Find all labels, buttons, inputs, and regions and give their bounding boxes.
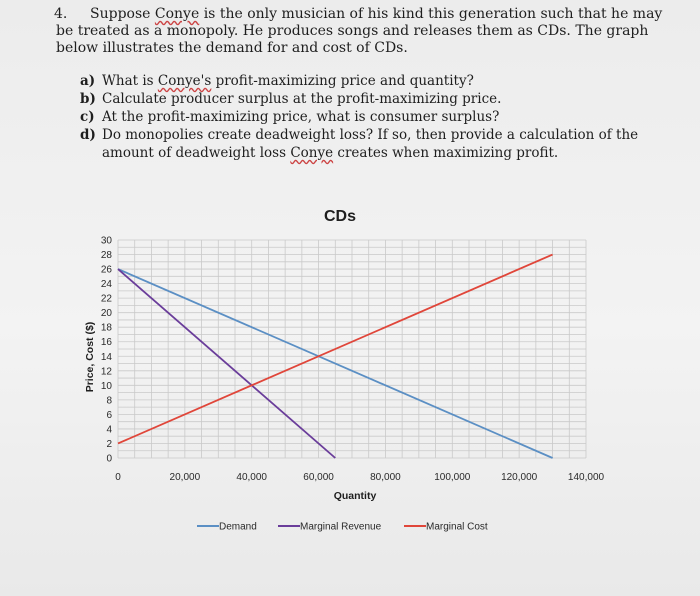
legend-label-demand: Demand: [219, 522, 257, 533]
y-tick-label: 8: [106, 395, 112, 406]
y-tick-label: 4: [106, 424, 112, 435]
series-line-demand: [117, 268, 553, 459]
question-number: 4.: [54, 6, 68, 22]
chart-title: CDs: [324, 208, 356, 225]
part-d: d) Do monopolies create deadweight loss? …: [80, 126, 640, 162]
part-text: Do monopolies create deadweight loss? If…: [102, 127, 639, 161]
legend-label-marginal-revenue: Marginal Revenue: [300, 522, 382, 533]
chart-legend: Demand Marginal Revenue Marginal Cost: [197, 522, 488, 533]
part-letter: a): [80, 73, 96, 89]
part-text-end: profit-maximizing price and quantity?: [211, 73, 474, 89]
x-tick-label: 40,000: [236, 472, 267, 483]
y-tick-label: 26: [101, 265, 113, 276]
y-tick-label: 30: [101, 236, 113, 247]
question-block: 4. Suppose Conye is the only musician of…: [54, 6, 676, 57]
y-tick-label: 0: [106, 454, 112, 465]
part-b: b) Calculate producer surplus at the prof…: [80, 90, 640, 108]
question-intro: Suppose Conye is the only musician of hi…: [56, 6, 676, 57]
part-c: c) At the profit-maximizing price, what i…: [80, 108, 640, 126]
x-tick-label: 0: [115, 472, 121, 483]
legend-label-marginal-cost: Marginal Cost: [426, 522, 488, 533]
y-tick-label: 2: [106, 439, 112, 450]
intro-text-end: is the only musician of his kind this ge…: [56, 6, 663, 56]
y-axis-label: Price, Cost ($): [84, 322, 96, 393]
x-axis-ticks: 0 20,000 40,000 60,000 80,000 100,000 120,000 1…: [115, 472, 604, 483]
y-tick-label: 22: [101, 294, 113, 305]
intro-name: Conye: [154, 6, 200, 22]
x-tick-label: 80,000: [370, 472, 401, 483]
part-letter: b): [80, 91, 96, 107]
part-name: Conye's: [157, 73, 212, 89]
chart-series: [117, 253, 553, 459]
question-parts: a) What is Conye's profit-maximizing pric…: [80, 72, 640, 162]
part-text: At the profit-maximizing price, what is …: [102, 109, 500, 125]
x-tick-label: 100,000: [434, 472, 471, 483]
series-line-marginal-cost: [117, 253, 553, 445]
y-tick-label: 12: [101, 366, 113, 377]
cds-chart: CDs Price, Cost ($) Quantity 02468101214…: [84, 208, 605, 533]
part-name: Conye: [290, 145, 334, 161]
part-text: Calculate producer surplus at the profit…: [102, 91, 502, 107]
intro-text-start: Suppose: [90, 6, 155, 22]
y-tick-label: 16: [101, 337, 113, 348]
x-axis-label: Quantity: [334, 490, 377, 502]
part-text: What is: [102, 73, 158, 89]
part-text-end: creates when maximizing profit.: [333, 145, 559, 161]
x-tick-label: 120,000: [501, 472, 538, 483]
x-tick-label: 20,000: [170, 472, 201, 483]
y-tick-label: 24: [101, 279, 113, 290]
part-letter: d): [80, 127, 96, 143]
y-tick-label: 10: [101, 381, 113, 392]
x-tick-label: 60,000: [303, 472, 334, 483]
y-tick-label: 6: [106, 410, 112, 421]
y-tick-label: 20: [101, 308, 113, 319]
part-a: a) What is Conye's profit-maximizing pric…: [80, 72, 640, 90]
series-line-marginal-revenue: [117, 268, 336, 459]
x-tick-label: 140,000: [568, 472, 605, 483]
y-tick-label: 14: [101, 352, 113, 363]
part-letter: c): [80, 109, 95, 125]
y-tick-label: 18: [101, 323, 113, 334]
chart-grid: [117, 239, 587, 459]
y-tick-label: 28: [101, 250, 113, 261]
